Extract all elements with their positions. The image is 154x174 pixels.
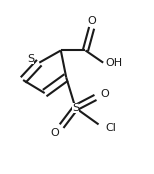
Text: O: O xyxy=(50,128,59,138)
Text: OH: OH xyxy=(105,58,123,68)
Text: S: S xyxy=(27,54,34,64)
Text: O: O xyxy=(87,16,96,26)
Text: Cl: Cl xyxy=(105,123,116,133)
Text: S: S xyxy=(72,103,79,113)
Text: O: O xyxy=(100,89,109,99)
